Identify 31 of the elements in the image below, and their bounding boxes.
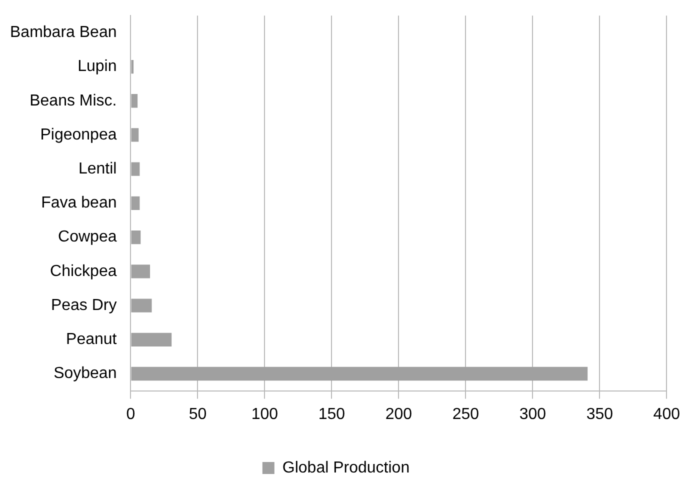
y-tick-label: Cowpea xyxy=(58,228,117,246)
y-tick-label: Peas Dry xyxy=(50,296,117,314)
bar xyxy=(131,60,134,74)
x-tick-label: 50 xyxy=(188,406,207,423)
bar xyxy=(131,196,140,210)
x-tick-label: 0 xyxy=(126,406,136,423)
x-tick-label: 300 xyxy=(519,406,546,423)
y-tick-label: Chickpea xyxy=(50,262,117,280)
x-tick-label: 100 xyxy=(251,406,278,423)
bar xyxy=(131,366,588,381)
bar xyxy=(131,230,141,244)
x-tick-label: 150 xyxy=(318,406,346,423)
bar xyxy=(131,264,150,278)
y-tick-label: Beans Misc. xyxy=(30,92,117,110)
y-tick-label: Peanut xyxy=(66,331,118,348)
x-tick-label: 350 xyxy=(586,406,614,423)
y-tick-label: Fava bean xyxy=(41,194,117,212)
x-tick-label: 400 xyxy=(653,406,680,423)
y-tick-label: Lentil xyxy=(78,160,117,178)
x-tick-label: 250 xyxy=(452,406,480,423)
y-tick-label: Lupin xyxy=(78,58,117,76)
bar xyxy=(131,94,138,108)
y-tick-label: Bambara Bean xyxy=(10,24,117,42)
y-tick-label: Soybean xyxy=(54,365,117,382)
x-tick-label: 200 xyxy=(385,406,412,423)
bar xyxy=(131,332,172,346)
legend-label: Global Production xyxy=(282,459,410,476)
y-tick-label: Pigeonpea xyxy=(40,126,117,144)
bar xyxy=(131,298,152,312)
bar xyxy=(131,128,139,142)
bar xyxy=(131,162,140,176)
